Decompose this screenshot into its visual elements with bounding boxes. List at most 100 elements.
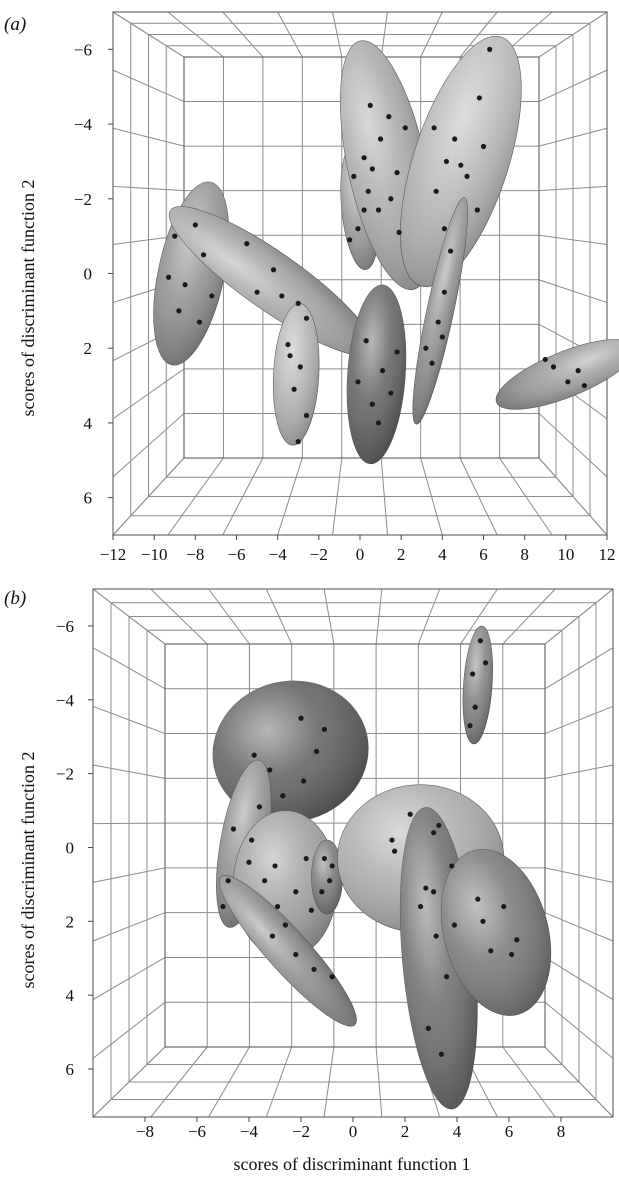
data-point: [438, 1051, 444, 1057]
data-point: [282, 922, 288, 928]
data-point: [279, 293, 285, 299]
cluster-ellipse-shading: [400, 36, 522, 287]
data-point: [209, 293, 215, 299]
data-point: [467, 723, 473, 729]
y-tick-label: −6: [56, 617, 74, 636]
data-point: [380, 368, 386, 374]
data-point: [249, 837, 255, 843]
y-tick-label: 2: [66, 912, 75, 931]
y-tick-label: −6: [74, 40, 92, 59]
data-point: [196, 319, 203, 325]
panel-a-x-ticks: −12 −10 −8 −6 −4 −2 0 2 4 6 8 10 12: [100, 535, 616, 564]
cluster-ellipse-8: [346, 284, 407, 465]
data-point: [443, 158, 450, 165]
data-point: [251, 752, 257, 758]
data-point: [262, 878, 268, 884]
data-point: [256, 804, 262, 810]
data-point: [407, 811, 413, 817]
cluster-ellipse-shading: [347, 284, 406, 464]
data-point: [297, 364, 303, 370]
data-point: [488, 948, 494, 954]
data-point: [361, 207, 367, 213]
data-point: [303, 412, 310, 419]
data-point: [431, 830, 437, 836]
data-point: [550, 364, 557, 370]
data-point: [319, 889, 325, 895]
cluster-ellipse-shading: [219, 875, 357, 1027]
data-point: [542, 356, 548, 363]
data-point: [472, 704, 478, 710]
data-point: [267, 767, 273, 773]
data-point: [402, 125, 408, 131]
data-point: [329, 863, 335, 869]
data-point: [394, 170, 400, 176]
data-point: [475, 896, 481, 902]
data-point: [444, 974, 450, 980]
data-point: [363, 338, 369, 344]
y-tick-label: −2: [56, 765, 74, 784]
data-point: [449, 863, 455, 869]
x-tick-label: 2: [401, 1122, 410, 1141]
data-point: [575, 368, 581, 374]
data-point: [464, 173, 470, 179]
data-point: [388, 390, 394, 396]
data-point: [386, 114, 392, 120]
x-tick-label: 0: [349, 1122, 358, 1141]
data-point: [396, 229, 402, 236]
data-point: [351, 173, 357, 179]
data-point: [487, 46, 493, 52]
panel-b: (b) −8 −6 −4 −2 0 2 4 6 8 −6 −4 −2 0 2 4 6 scores of d…: [4, 588, 614, 1174]
y-tick-label: 6: [84, 489, 93, 508]
cluster-ellipse-shading: [462, 626, 493, 744]
data-point: [355, 226, 361, 232]
y-tick-label: −4: [56, 691, 75, 710]
data-point: [327, 878, 333, 884]
data-point: [269, 933, 275, 939]
cluster-ellipse-6: [219, 875, 357, 1027]
x-tick-label: −12: [100, 545, 127, 564]
panel-b-points: [220, 638, 520, 1057]
panel-a-y-axis-label: scores of discriminant function 2: [18, 180, 38, 417]
x-tick-label: 4: [453, 1122, 462, 1141]
data-point: [425, 1025, 431, 1031]
data-point: [477, 638, 483, 644]
data-point: [423, 345, 429, 351]
data-point: [470, 671, 476, 677]
cluster-ellipse-1: [462, 625, 493, 745]
panel-b-label: (b): [4, 588, 26, 609]
cluster-ellipse-shading: [169, 206, 374, 356]
panel-a-points: [165, 46, 587, 445]
data-point: [165, 274, 172, 280]
panel-b-ellipses: [212, 625, 552, 1110]
cluster-ellipse-shading: [496, 339, 619, 410]
x-tick-label: 0: [356, 545, 365, 564]
cluster-ellipse-shading: [441, 849, 551, 1016]
x-tick-label: −6: [188, 1122, 206, 1141]
data-point: [480, 143, 487, 150]
panel-a-y-ticks: −6 −4 −2 0 2 4 6: [74, 40, 113, 508]
data-point: [308, 907, 314, 913]
data-point: [375, 420, 382, 426]
data-point: [447, 248, 454, 254]
data-point: [244, 241, 250, 247]
data-point: [509, 951, 515, 958]
data-point: [375, 207, 382, 213]
x-tick-label: 6: [479, 545, 488, 564]
data-point: [423, 885, 429, 891]
data-point: [298, 715, 304, 721]
data-point: [439, 334, 445, 340]
y-tick-label: 4: [84, 414, 93, 433]
data-point: [293, 951, 299, 958]
data-point: [285, 341, 291, 348]
data-point: [431, 889, 437, 895]
data-point: [303, 855, 309, 862]
data-point: [200, 252, 207, 258]
data-point: [377, 136, 384, 142]
data-point: [295, 439, 301, 445]
data-point: [418, 903, 424, 910]
data-point: [433, 188, 439, 194]
x-tick-label: −4: [269, 545, 288, 564]
panel-a-label: (a): [4, 14, 26, 35]
data-point: [392, 848, 398, 854]
data-point: [321, 855, 327, 862]
